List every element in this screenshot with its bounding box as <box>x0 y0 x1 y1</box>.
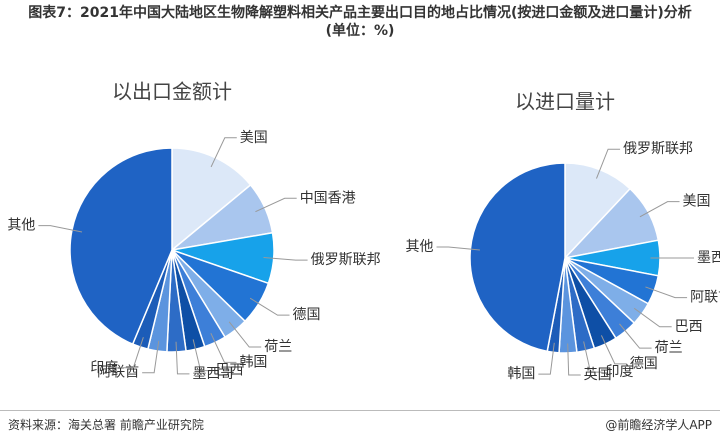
slice-label: 其他 <box>406 239 434 255</box>
leader-line <box>121 337 144 369</box>
slice-label: 印度 <box>90 360 118 376</box>
leader-line <box>38 225 83 233</box>
leader-line <box>228 321 262 348</box>
slice-label: 墨西哥 <box>697 250 720 266</box>
leader-line <box>639 201 680 218</box>
chart-title: 以进口量计 <box>515 90 615 114</box>
leader-line <box>567 343 581 376</box>
pie-slice <box>469 162 566 353</box>
leader-line <box>255 197 297 213</box>
slice-label: 巴西 <box>675 319 703 335</box>
chart-title: 以出口金额计 <box>112 80 232 104</box>
leader-line <box>142 340 160 374</box>
leader-line <box>436 246 480 251</box>
leader-line <box>538 342 555 375</box>
slice-label: 韩国 <box>507 366 535 382</box>
leader-line <box>175 341 190 375</box>
slice-label: 俄罗斯联邦 <box>623 141 693 157</box>
slice-label: 阿联酋 <box>690 289 720 306</box>
slice-label: 美国 <box>240 130 268 146</box>
leader-line <box>210 332 237 363</box>
leader-line <box>645 286 688 299</box>
leader-line <box>596 148 621 179</box>
slice-label: 其他 <box>7 218 35 234</box>
leader-line <box>210 137 237 168</box>
slice-label: 美国 <box>683 194 711 210</box>
slice-label: 德国 <box>630 356 658 372</box>
slice-label: 印度 <box>606 364 634 380</box>
leader-line <box>619 323 652 349</box>
slice-label: 德国 <box>293 307 321 323</box>
slice-label: 韩国 <box>239 354 267 370</box>
leader-line <box>633 307 672 328</box>
leader-line <box>583 341 603 373</box>
slice-label: 荷兰 <box>264 339 292 355</box>
slice-label: 巴西 <box>216 363 244 379</box>
leader-line <box>249 297 290 316</box>
divider <box>0 410 720 411</box>
source: 资料来源：海关总署 前瞻产业研究院 <box>8 418 204 432</box>
slice-label: 英国 <box>584 366 612 383</box>
slice-label: 墨西哥 <box>192 366 234 382</box>
slice-label: 俄罗斯联邦 <box>311 252 381 268</box>
slice-label: 荷兰 <box>655 340 683 356</box>
title: 图表7：2021年中国大陆地区生物降解塑料相关产品主要出口目的地占比情况(按进口… <box>28 5 692 39</box>
leader-line <box>600 335 627 365</box>
leader-line <box>192 339 213 372</box>
leader-line <box>263 256 308 261</box>
credit: @前瞻经济学人APP <box>605 418 712 432</box>
slice-label: 中国香港 <box>300 190 356 206</box>
